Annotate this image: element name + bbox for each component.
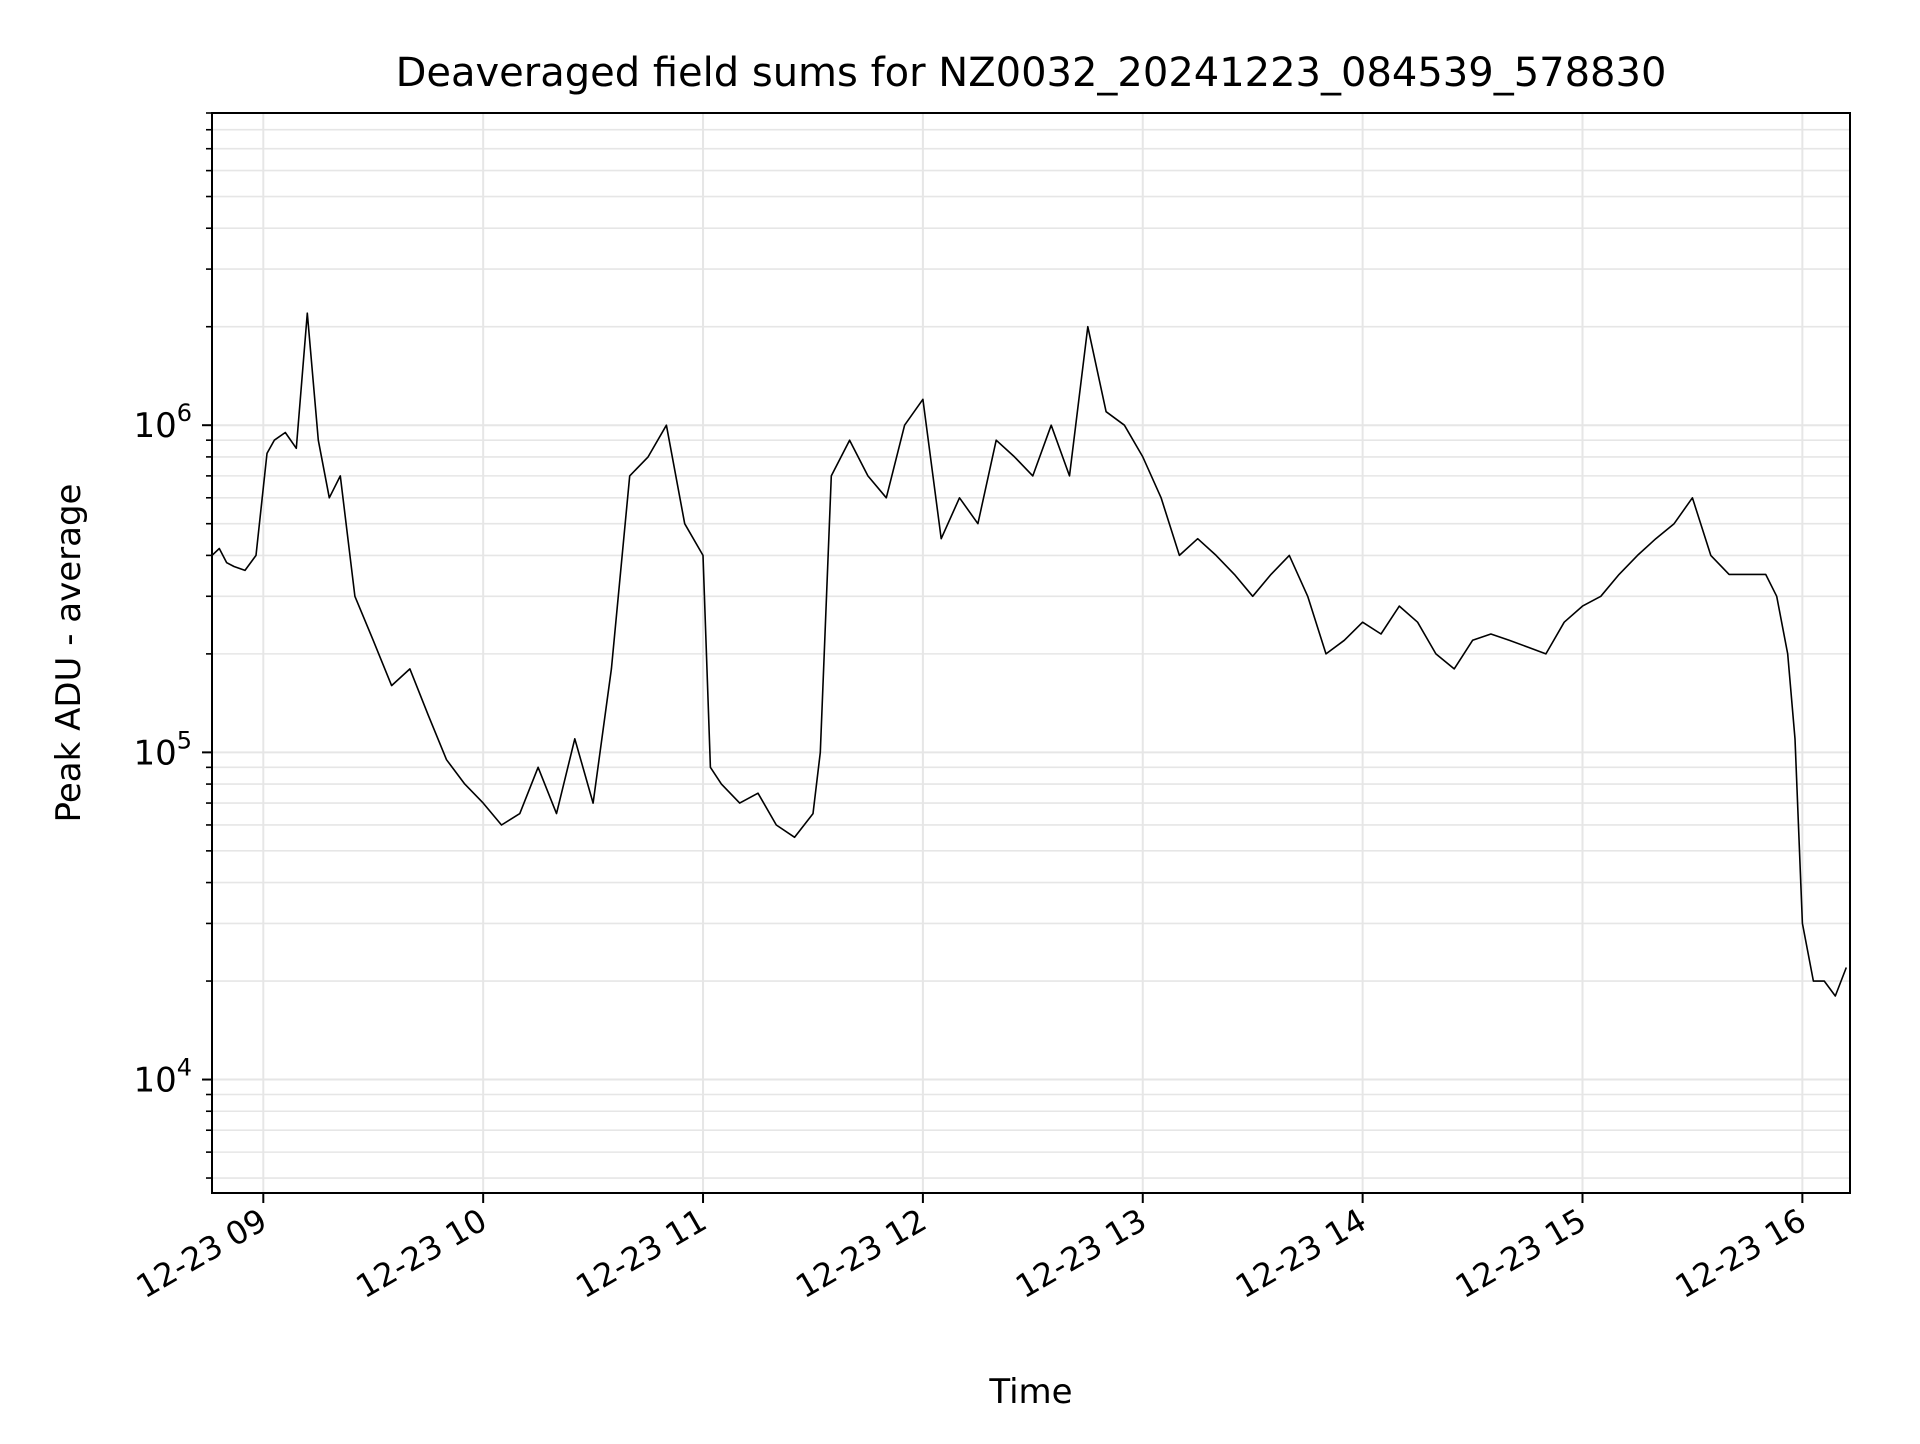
- y-tick-label: 105: [133, 726, 192, 773]
- x-tick-label: 12-23 09: [130, 1201, 274, 1306]
- x-tick-label: 12-23 14: [1229, 1201, 1373, 1306]
- plot-frame: [211, 112, 1851, 1194]
- y-axis-label: Peak ADU - average: [49, 484, 89, 823]
- y-axis-ticks: 104 105 106: [133, 112, 212, 1179]
- x-tick-label: 12-23 10: [350, 1201, 494, 1306]
- x-tick-label: 12-23 16: [1669, 1201, 1813, 1306]
- series-layer: [211, 312, 1848, 997]
- chart-title: Deaveraged field sums for NZ0032_2024122…: [396, 50, 1667, 96]
- x-tick-label: 12-23 15: [1449, 1201, 1593, 1306]
- x-tick-label: 12-23 12: [789, 1201, 933, 1306]
- x-axis-ticks: 12-23 09 12-23 10 12-23 11 12-23 12 12-23 13…: [130, 1193, 1813, 1306]
- y-tick-label: 104: [133, 1054, 192, 1101]
- grid-lines: [212, 112, 1850, 1193]
- x-tick-label: 12-23 11: [569, 1201, 713, 1306]
- x-tick-label: 12-23 13: [1009, 1201, 1153, 1306]
- x-axis-label: Time: [988, 1372, 1072, 1412]
- y-tick-label: 106: [133, 399, 192, 446]
- series-line: [211, 312, 1848, 997]
